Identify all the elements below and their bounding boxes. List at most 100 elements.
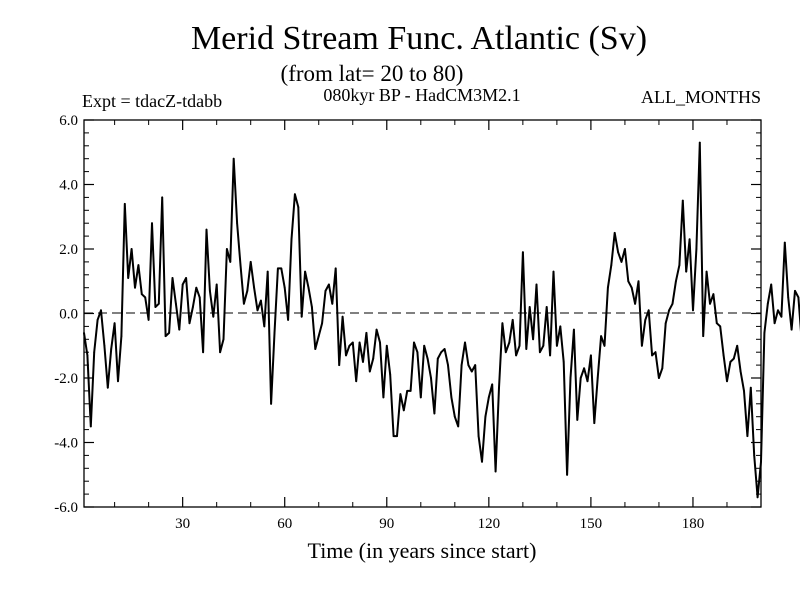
- data-point: [678, 264, 681, 266]
- data-point: [106, 386, 109, 389]
- data-point: [607, 286, 609, 289]
- data-point: [579, 377, 582, 379]
- data-point: [127, 277, 130, 279]
- data-point: [470, 370, 473, 373]
- data-point: [630, 286, 633, 289]
- data-point: [709, 302, 711, 305]
- data-point: [140, 293, 143, 296]
- data-point: [290, 238, 293, 241]
- data-point: [341, 315, 344, 318]
- chart-title: Merid Stream Func. Atlantic (Sv): [191, 20, 647, 57]
- data-point: [641, 344, 643, 347]
- data-point: [358, 341, 361, 344]
- data-point: [331, 302, 334, 305]
- data-point: [311, 306, 313, 308]
- data-point: [147, 319, 150, 321]
- data-point: [576, 419, 579, 421]
- data-point: [712, 293, 715, 296]
- data-point: [219, 351, 222, 354]
- data-point: [212, 315, 215, 318]
- data-point: [263, 325, 266, 328]
- data-point: [188, 322, 191, 325]
- data-point: [637, 280, 640, 283]
- data-point: [603, 344, 606, 347]
- data-point: [464, 341, 466, 344]
- data-point: [457, 425, 460, 428]
- data-point: [511, 319, 514, 321]
- data-point: [494, 470, 497, 473]
- data-point: [620, 261, 623, 263]
- data-point: [83, 332, 85, 334]
- data-point: [365, 332, 368, 334]
- data-point: [719, 325, 722, 328]
- data-point: [382, 396, 385, 399]
- y-tick-label: -4.0: [54, 436, 78, 452]
- data-point: [525, 348, 528, 350]
- data-point: [154, 306, 157, 308]
- data-point: [573, 328, 575, 331]
- data-point: [181, 283, 184, 286]
- data-point: [287, 319, 289, 321]
- data-point: [229, 261, 232, 263]
- data-point: [484, 415, 487, 418]
- data-point: [518, 344, 521, 347]
- data-point: [763, 332, 766, 334]
- data-point: [756, 496, 759, 499]
- data-point: [539, 351, 541, 354]
- data-point: [596, 377, 599, 379]
- data-point: [535, 283, 538, 286]
- data-point: [522, 251, 524, 254]
- data-point: [644, 319, 647, 321]
- data-points: [83, 141, 800, 499]
- y-tick-label: 0.0: [59, 307, 78, 323]
- data-point: [297, 206, 300, 209]
- data-point: [385, 344, 388, 347]
- data-point: [773, 322, 776, 325]
- data-point: [532, 338, 534, 341]
- data-point: [753, 454, 756, 457]
- data-point: [627, 280, 630, 283]
- model-label: 080kyr BP - HadCM3M2.1: [323, 85, 520, 105]
- data-point: [654, 351, 657, 354]
- data-point: [481, 460, 483, 463]
- data-point: [260, 299, 262, 302]
- data-point: [120, 335, 123, 337]
- data-point: [722, 354, 725, 357]
- data-point: [726, 380, 728, 383]
- data-point: [590, 354, 592, 357]
- data-point: [416, 351, 419, 354]
- data-point: [549, 354, 551, 357]
- data-point: [430, 377, 432, 379]
- data-point: [123, 203, 126, 205]
- data-point: [239, 264, 242, 266]
- data-point: [692, 309, 694, 312]
- data-point: [583, 367, 585, 370]
- data-point: [749, 386, 752, 389]
- y-tick-label: 4.0: [59, 178, 78, 194]
- data-point: [732, 357, 735, 360]
- data-point: [157, 302, 160, 305]
- data-point: [777, 309, 779, 312]
- data-point: [277, 267, 279, 270]
- data-point: [134, 286, 136, 289]
- data-point: [307, 286, 310, 289]
- series-line: [83, 141, 800, 499]
- data-point: [797, 296, 800, 299]
- x-axis-label: Time (in years since start): [308, 538, 537, 563]
- x-tick-label: 90: [379, 516, 394, 532]
- data-point: [375, 328, 378, 331]
- data-point: [698, 141, 701, 144]
- y-tick-label: 6.0: [59, 113, 78, 129]
- data-point: [766, 302, 769, 305]
- x-tick-label: 30: [175, 516, 190, 532]
- data-point: [453, 415, 456, 418]
- y-tick-label: 2.0: [59, 242, 78, 258]
- data-point: [345, 354, 347, 357]
- data-point: [409, 390, 412, 392]
- data-point: [433, 412, 436, 415]
- data-point: [215, 283, 218, 286]
- data-point: [209, 290, 211, 292]
- data-point: [715, 322, 718, 325]
- experiment-label: Expt = tdacZ-tdabb: [82, 91, 222, 111]
